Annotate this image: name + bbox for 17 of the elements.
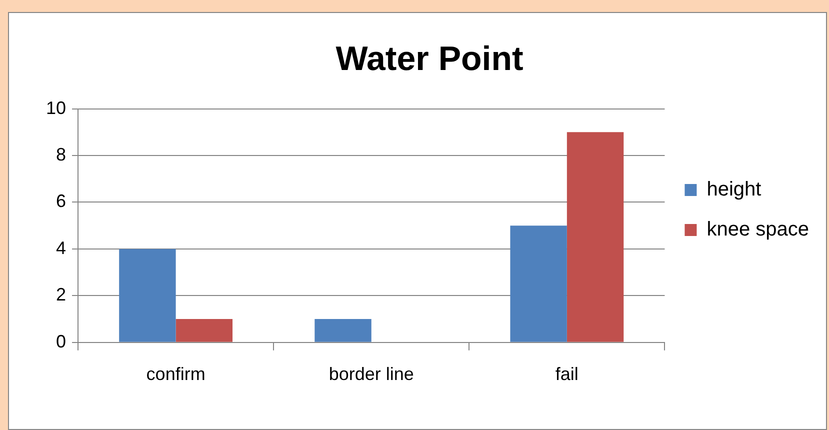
bar bbox=[119, 248, 176, 342]
bar bbox=[314, 319, 372, 342]
y-tick-label: 0 bbox=[56, 331, 66, 352]
legend-label: knee space bbox=[706, 218, 809, 241]
y-tick-label: 6 bbox=[56, 191, 66, 212]
bar bbox=[176, 319, 233, 342]
x-tick-label: border line bbox=[328, 364, 414, 384]
y-tick-label: 10 bbox=[46, 98, 66, 118]
bar bbox=[566, 132, 624, 342]
bar bbox=[510, 226, 567, 342]
legend-label: height bbox=[706, 178, 762, 201]
chart-title: Water Point bbox=[336, 40, 524, 78]
x-tick-label: confirm bbox=[146, 364, 206, 384]
x-tick-label: fail bbox=[555, 364, 578, 384]
y-tick-label: 8 bbox=[56, 144, 66, 164]
y-tick-label: 4 bbox=[56, 238, 66, 258]
y-tick-label: 2 bbox=[56, 284, 66, 305]
